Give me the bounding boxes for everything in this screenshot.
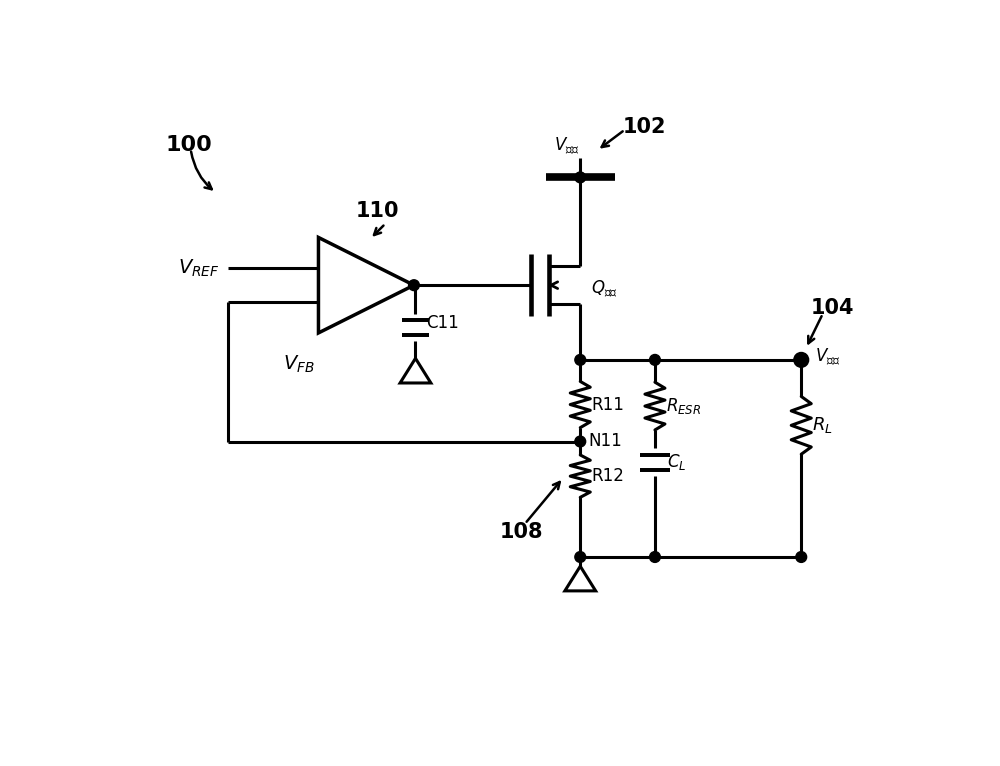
Text: $V_{输出}$: $V_{输出}$: [815, 346, 840, 367]
Text: $V_{FB}$: $V_{FB}$: [283, 353, 315, 375]
Circle shape: [796, 552, 807, 562]
Text: $C_L$: $C_L$: [667, 452, 687, 473]
Text: 110: 110: [356, 201, 400, 221]
Text: R11: R11: [591, 395, 624, 414]
Circle shape: [575, 436, 586, 447]
Polygon shape: [318, 237, 414, 333]
Circle shape: [575, 355, 586, 365]
Circle shape: [650, 552, 660, 562]
Text: C11: C11: [426, 314, 459, 332]
Text: N11: N11: [588, 433, 622, 450]
Text: 104: 104: [810, 297, 854, 318]
Text: 100: 100: [166, 135, 213, 155]
Text: R12: R12: [591, 467, 624, 485]
Circle shape: [575, 552, 586, 562]
Text: 108: 108: [499, 522, 543, 542]
Circle shape: [650, 355, 660, 365]
Text: $V_{输入}$: $V_{输入}$: [554, 136, 579, 155]
Circle shape: [575, 172, 586, 183]
Text: 102: 102: [623, 117, 666, 137]
Text: $Q_{传输}$: $Q_{传输}$: [591, 279, 618, 300]
Text: $R_L$: $R_L$: [812, 415, 833, 435]
Text: $V_{REF}$: $V_{REF}$: [178, 257, 220, 279]
Circle shape: [796, 355, 807, 365]
Circle shape: [409, 280, 419, 290]
Text: $R_{ESR}$: $R_{ESR}$: [666, 396, 701, 416]
